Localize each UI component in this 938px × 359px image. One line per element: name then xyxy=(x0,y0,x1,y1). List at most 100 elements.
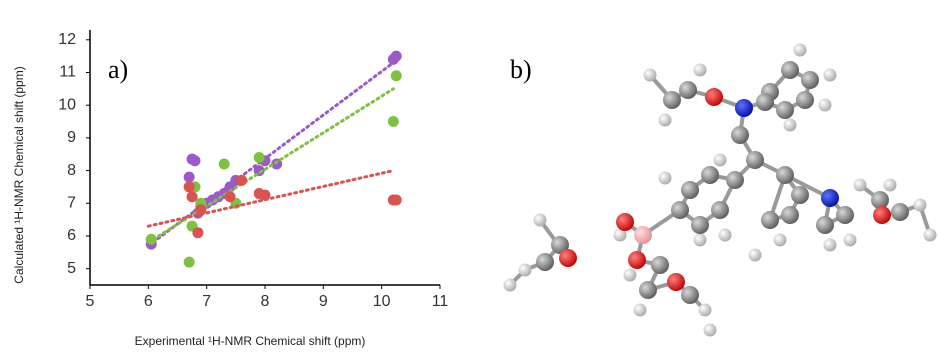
hydrogen-atom xyxy=(774,234,787,247)
carbon-atom xyxy=(726,171,744,189)
hydrogen-atom xyxy=(914,199,927,212)
y-tick-label: 11 xyxy=(59,64,76,81)
hydrogen-atom xyxy=(884,179,897,192)
data-point xyxy=(146,234,157,245)
nitrogen-atom xyxy=(735,99,753,117)
hydrogen-atom xyxy=(624,269,637,282)
carbon-atom xyxy=(701,166,719,184)
data-point xyxy=(184,257,195,268)
oxygen-atom xyxy=(616,213,634,231)
oxygen-atom xyxy=(667,273,685,291)
hydrogen-atom xyxy=(659,114,672,127)
oxygen-atom xyxy=(559,249,577,267)
y-tick-label: 6 xyxy=(67,227,76,244)
oxygen-atom xyxy=(705,88,723,106)
carbon-atom xyxy=(691,216,709,234)
x-tick-label: 6 xyxy=(144,293,153,310)
y-tick-label: 5 xyxy=(67,260,76,277)
page: a) b) 5 6 7 8 9 10 11 12 5 6 7 8 9 10 11 Experimental ¹… xyxy=(0,0,938,359)
carbon-atom xyxy=(801,71,819,89)
hydrogen-atom xyxy=(694,64,707,77)
carbon-atom xyxy=(746,151,764,169)
y-tick-label: 8 xyxy=(67,162,76,179)
hydrogen-atom xyxy=(824,69,837,82)
carbon-atom xyxy=(836,206,854,224)
oxygen-atom xyxy=(628,251,646,269)
y-axis-title: Calculated ¹H-NMR Chemical shift (ppm) xyxy=(12,66,26,283)
nitrogen-atom xyxy=(821,189,839,207)
data-point xyxy=(184,181,195,192)
carbon-atom xyxy=(671,201,689,219)
carbon-atom xyxy=(679,81,697,99)
boron-atom xyxy=(634,226,652,244)
molecule-image xyxy=(510,70,930,310)
data-point xyxy=(219,159,230,170)
hydrogen-atom xyxy=(819,99,832,112)
carbon-atom xyxy=(681,286,699,304)
data-point xyxy=(187,191,198,202)
hydrogen-atom xyxy=(714,154,727,167)
hydrogen-atom xyxy=(699,304,712,317)
hydrogen-atom xyxy=(704,324,717,337)
hydrogen-atom xyxy=(534,214,547,227)
carbon-atom xyxy=(756,93,774,111)
x-tick-label: 10 xyxy=(373,293,391,310)
data-point xyxy=(388,116,399,127)
hydrogen-atom xyxy=(634,304,647,317)
carbon-atom xyxy=(791,186,809,204)
carbon-atom xyxy=(663,91,681,109)
atoms xyxy=(504,44,937,337)
hydrogen-atom xyxy=(504,279,517,292)
hydrogen-atom xyxy=(784,119,797,132)
carbon-atom xyxy=(781,206,799,224)
data-point xyxy=(260,190,271,201)
panel-label: b) xyxy=(510,55,532,84)
carbon-atom xyxy=(761,211,779,229)
y-tick-label: 7 xyxy=(67,194,76,211)
carbon-atom xyxy=(776,101,794,119)
carbon-atom xyxy=(796,91,814,109)
hydrogen-atom xyxy=(854,179,867,192)
x-tick-label: 7 xyxy=(202,293,211,310)
y-tick-label: 12 xyxy=(58,31,76,48)
data-point xyxy=(254,152,265,163)
trend-line xyxy=(148,89,393,243)
hydrogen-atom xyxy=(924,229,937,242)
carbon-atom xyxy=(711,201,729,219)
x-tick-label: 11 xyxy=(432,293,449,310)
carbon-atom xyxy=(816,216,834,234)
data-point xyxy=(391,51,402,62)
oxygen-atom xyxy=(873,206,891,224)
hydrogen-atom xyxy=(749,249,762,262)
data-point xyxy=(236,175,247,186)
x-axis-title: Experimental ¹H-NMR Chemical shift (ppm) xyxy=(135,334,366,348)
y-tick-label: 9 xyxy=(67,129,76,146)
hydrogen-atom xyxy=(694,234,707,247)
carbon-atom xyxy=(681,181,699,199)
carbon-atom xyxy=(781,61,799,79)
carbon-atom xyxy=(776,166,794,184)
panel-label: a) xyxy=(108,55,128,84)
hydrogen-atom xyxy=(794,44,807,57)
hydrogen-atom xyxy=(519,264,532,277)
hydrogen-atom xyxy=(719,229,732,242)
y-tick-label: 10 xyxy=(58,96,76,113)
x-tick-label: 5 xyxy=(86,293,95,310)
hydrogen-atom xyxy=(824,239,837,252)
carbon-atom xyxy=(891,203,909,221)
data-point xyxy=(184,172,195,183)
x-tick-label: 8 xyxy=(261,293,270,310)
carbon-atom xyxy=(731,126,749,144)
data-point xyxy=(195,204,206,215)
x-tick-label: 9 xyxy=(319,293,328,310)
data-point xyxy=(391,195,402,206)
data-point xyxy=(190,155,201,166)
data-point xyxy=(225,191,236,202)
hydrogen-atom xyxy=(644,69,657,82)
data-point xyxy=(391,70,402,81)
hydrogen-atom xyxy=(844,234,857,247)
carbon-atom xyxy=(651,256,669,274)
data-point xyxy=(192,227,203,238)
carbon-atom xyxy=(639,281,657,299)
figure: a) b) 5 6 7 8 9 10 11 12 5 6 7 8 9 10 11 Experimental ¹… xyxy=(0,0,938,354)
